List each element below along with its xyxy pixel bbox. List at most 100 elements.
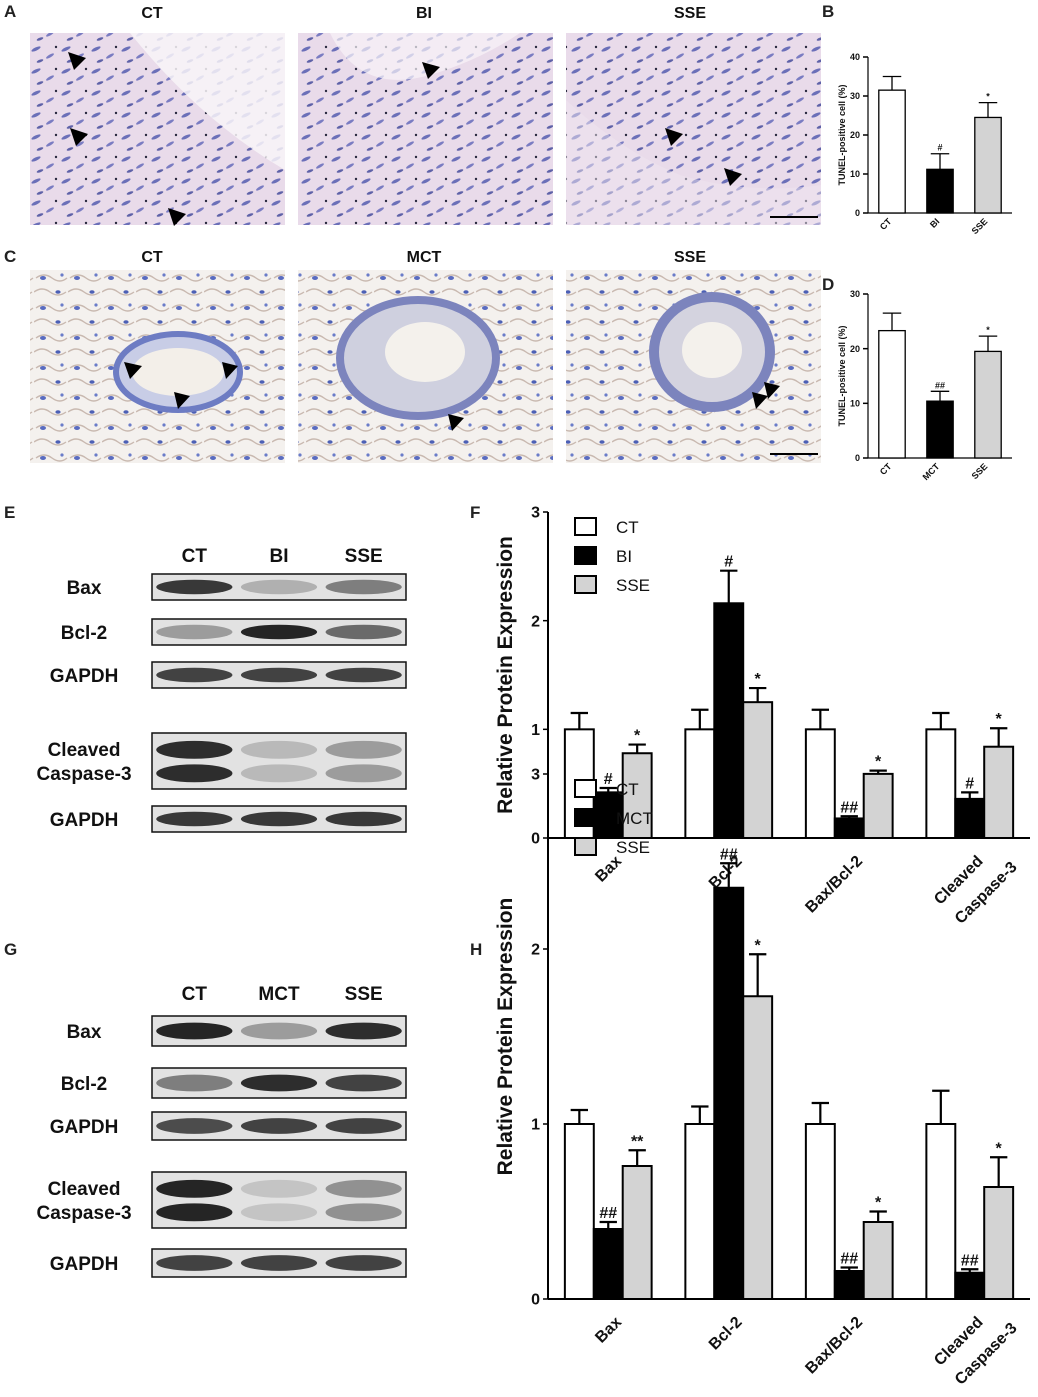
significance-label: * (986, 325, 990, 335)
legend-label: SSE (616, 576, 650, 595)
blot-band (325, 579, 402, 595)
category-label: Bax/Bcl-2 (802, 853, 866, 917)
lane-label: CT (182, 984, 208, 1005)
blot-band (156, 811, 233, 827)
y-tick-label: 1 (531, 722, 540, 739)
panel-letter-h: H (470, 940, 482, 959)
blot-row-label: Bax (67, 578, 102, 599)
y-tick-label: 3 (531, 767, 540, 784)
blot-band (240, 667, 318, 683)
significance-label: * (875, 1195, 882, 1212)
significance-label: ** (631, 1133, 644, 1150)
blot-band (240, 624, 318, 640)
blot-band (240, 1203, 318, 1222)
panel-letter-g: G (4, 940, 17, 959)
bar (878, 329, 906, 459)
category-label: Bax/Bcl-2 (802, 1314, 866, 1378)
blot-band (240, 1179, 318, 1198)
blot-band (156, 1203, 233, 1222)
significance-label: ## (961, 1252, 979, 1269)
blot-band (156, 667, 233, 683)
blot-band (325, 811, 402, 827)
blot-row-label: Bax (67, 1022, 102, 1043)
y-tick-label: 10 (850, 169, 860, 179)
arrowhead-marker (752, 392, 768, 409)
bar-sse (983, 1186, 1015, 1300)
blot-band (240, 1255, 318, 1271)
bar-ct (925, 1123, 957, 1300)
significance-label: ## (840, 799, 858, 816)
y-tick-label: 0 (855, 453, 860, 463)
blot-band (240, 1118, 318, 1134)
blot-band (156, 740, 233, 759)
bar-chart-d: 0 10 20 30 TUNEL-positive cell (%) CT ## MCT * SS… (837, 289, 1012, 482)
category-label: CT (878, 216, 894, 232)
western-blot-e: CT BI SSE Bax Bcl-2 GAPDH Cleaved Caspase-3 GAPD… (36, 546, 407, 833)
bar (878, 89, 906, 214)
blot-band (240, 1022, 318, 1040)
vessel-lumen (385, 322, 465, 382)
bar-ct (684, 1123, 716, 1300)
blot-band (240, 579, 318, 595)
bar (974, 350, 1002, 459)
blot-band (156, 579, 233, 595)
blot-band (156, 1022, 233, 1040)
significance-label: * (875, 754, 882, 771)
significance-label: ## (840, 1251, 858, 1268)
blot-band (240, 1074, 318, 1092)
panel-letter-d: D (822, 275, 834, 294)
blot-row-label: GAPDH (50, 1117, 119, 1138)
arrowhead-marker (724, 168, 742, 186)
arrowhead-marker (68, 52, 86, 70)
significance-label: # (724, 554, 733, 571)
bar (926, 168, 954, 214)
y-tick-label: 30 (850, 289, 860, 299)
bar (974, 116, 1002, 214)
significance-label: # (604, 771, 613, 788)
significance-label: * (996, 711, 1003, 728)
blot-row-label: GAPDH (50, 1254, 119, 1275)
bar-mct (954, 1271, 986, 1300)
blot-row-label: Caspase-3 (36, 1203, 131, 1224)
blot-band (156, 624, 233, 640)
blot-band (156, 1074, 233, 1092)
category-label: Bax (592, 853, 625, 886)
y-tick-label: 2 (531, 942, 540, 959)
blot-row-label: Caspase-3 (36, 764, 131, 785)
y-axis-label: TUNEL-positive cell (%) (837, 325, 847, 426)
category-label: Bax (592, 1314, 625, 1347)
y-tick-label: 20 (850, 130, 860, 140)
arrowhead-marker (764, 382, 780, 399)
arrowhead-marker (174, 392, 190, 409)
blot-row-label: Bcl-2 (61, 1074, 107, 1095)
blot-band (325, 764, 402, 783)
arrowhead-marker (124, 362, 142, 379)
micrograph-row-a: CT BI SSE (30, 5, 821, 226)
legend-label: BI (616, 547, 632, 566)
bar-ct (563, 1123, 595, 1300)
bar-mct (592, 1228, 624, 1300)
bar-ct (684, 728, 716, 839)
legend-label: CT (616, 780, 639, 799)
blot-band (325, 1255, 402, 1271)
bar (926, 400, 954, 459)
y-tick-label: 0 (855, 208, 860, 218)
blot-band (325, 1118, 402, 1134)
bar-bi (954, 797, 986, 840)
arrowhead-marker (70, 128, 88, 146)
blot-row-label: GAPDH (50, 810, 119, 831)
category-label: SSE (970, 216, 990, 236)
bar-sse (862, 1221, 894, 1300)
blot-band (156, 1118, 233, 1134)
legend-swatch (574, 808, 597, 827)
blot-band (325, 667, 402, 683)
bar-sse (621, 752, 653, 839)
bar-mct (713, 886, 745, 1300)
vessel-lumen (132, 348, 224, 396)
bar-chart-b: 0 10 20 30 40 TUNEL-positive cell (%) CT # BI * SS… (837, 52, 1012, 236)
panel-letter-a: A (4, 2, 16, 21)
legend-label: CT (616, 518, 639, 537)
blot-band (156, 1179, 233, 1198)
bar-sse (621, 1165, 653, 1300)
